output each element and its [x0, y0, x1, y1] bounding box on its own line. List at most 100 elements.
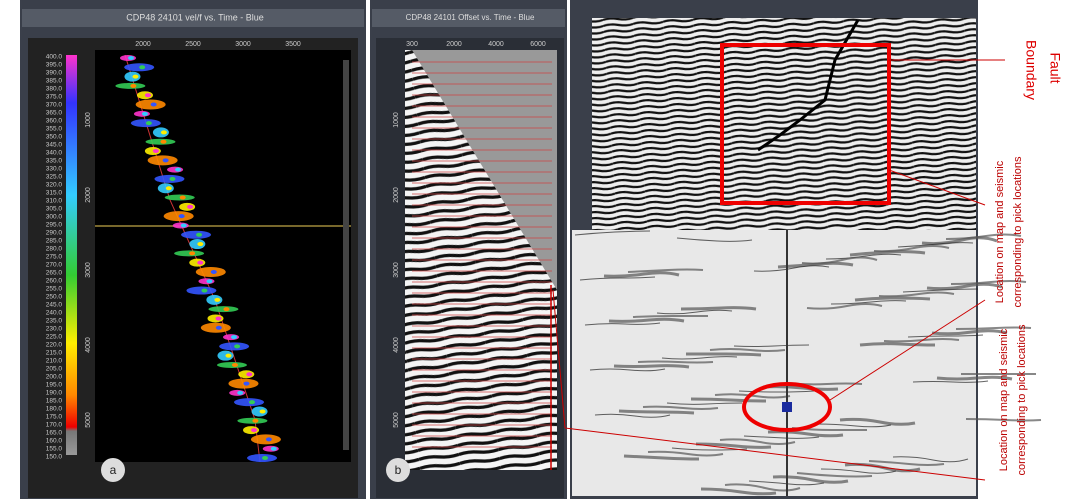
annotation-text: Boundary — [1023, 40, 1039, 100]
panel-label: b — [395, 463, 402, 477]
colorbar-label: 240.0 — [46, 310, 63, 317]
blob — [231, 335, 237, 339]
colorbar — [66, 55, 77, 455]
blob — [251, 428, 257, 432]
y-tick-label: 4000 — [85, 337, 92, 353]
blob — [180, 196, 186, 200]
y-tick-label: 5000 — [393, 412, 400, 428]
colorbar-label: 195.0 — [46, 382, 63, 389]
colorbar-label: 315.0 — [46, 190, 63, 197]
y-tick-label: 5000 — [85, 412, 92, 428]
blob — [271, 447, 277, 451]
colorbar-label: 160.0 — [46, 438, 63, 445]
fault-annotation: Boundary Fault — [1023, 40, 1063, 100]
blob — [128, 56, 134, 60]
blob — [132, 75, 138, 79]
colorbar-label: 270.0 — [46, 262, 63, 269]
colorbar-label: 185.0 — [46, 398, 63, 405]
blob — [216, 326, 222, 330]
blob — [243, 382, 249, 386]
panel-b-title: CDP48 24101 Offset vs. Time - Blue — [406, 13, 535, 22]
colorbar-label: 225.0 — [46, 334, 63, 341]
y-tick-label: 3000 — [393, 262, 400, 278]
blob — [189, 251, 195, 255]
blob — [215, 316, 221, 320]
blob — [175, 168, 181, 172]
blob — [163, 158, 169, 162]
colorbar-label: 300.0 — [46, 214, 63, 221]
blob — [197, 242, 203, 246]
y-tick-label: 1000 — [85, 112, 92, 128]
figure: CDP48 24101 vel/f vs. Time - Blue a CDP4… — [0, 0, 1078, 499]
colorbar-label: 205.0 — [46, 366, 63, 373]
colorbar-label: 215.0 — [46, 350, 63, 357]
blob — [145, 93, 151, 97]
x-tick-label: 3500 — [285, 41, 301, 48]
blob — [223, 307, 229, 311]
texture-stroke — [860, 344, 935, 345]
blob — [262, 456, 268, 460]
blob — [206, 279, 212, 283]
colorbar-label: 325.0 — [46, 174, 63, 181]
colorbar-label: 230.0 — [46, 326, 63, 333]
annotation-text: corresponding to pick locations — [1016, 324, 1028, 476]
blob — [161, 130, 167, 134]
colorbar-label: 295.0 — [46, 222, 63, 229]
blob — [196, 233, 202, 237]
annotation-text: Location on map and seismic — [998, 328, 1010, 471]
annotation-text: Fault — [1047, 52, 1063, 83]
colorbar-label: 200.0 — [46, 374, 63, 381]
texture-stroke — [614, 366, 689, 367]
blob — [130, 84, 136, 88]
blob — [142, 112, 148, 116]
colorbar-label: 305.0 — [46, 206, 63, 213]
blob — [187, 205, 193, 209]
colorbar-label: 190.0 — [46, 390, 63, 397]
colorbar-label: 320.0 — [46, 182, 63, 189]
colorbar-label: 265.0 — [46, 270, 63, 277]
blob — [252, 419, 258, 423]
panel-label: a — [110, 463, 117, 477]
colorbar-label: 385.0 — [46, 78, 63, 85]
blob — [166, 186, 172, 190]
colorbar-label: 395.0 — [46, 62, 63, 69]
texture-stroke — [686, 354, 761, 355]
x-tick-label: 300 — [406, 41, 418, 48]
location-annotation: Location on map and seismic correspondin… — [994, 156, 1028, 476]
colorbar-label: 380.0 — [46, 86, 63, 93]
colorbar-label: 355.0 — [46, 126, 63, 133]
blob — [246, 372, 252, 376]
blob — [249, 400, 255, 404]
texture-stroke — [638, 362, 713, 363]
blob — [179, 214, 185, 218]
annotation-text: Location on map and seismic — [994, 160, 1006, 303]
colorbar-label: 155.0 — [46, 446, 63, 453]
colorbar-label: 375.0 — [46, 94, 63, 101]
blob — [260, 409, 266, 413]
blob — [201, 289, 207, 293]
colorbar-label: 350.0 — [46, 134, 63, 141]
y-tick-label: 3000 — [85, 262, 92, 278]
y-tick-label: 2000 — [393, 187, 400, 203]
colorbar-label: 285.0 — [46, 238, 63, 245]
blob — [237, 391, 243, 395]
colorbar-label: 335.0 — [46, 158, 63, 165]
blob — [151, 103, 157, 107]
colorbar-label: 360.0 — [46, 118, 63, 125]
colorbar-label: 255.0 — [46, 286, 63, 293]
colorbar-label: 180.0 — [46, 406, 63, 413]
blob — [266, 437, 272, 441]
panel-a-plot — [95, 50, 351, 462]
blob — [211, 270, 217, 274]
colorbar-label: 340.0 — [46, 150, 63, 157]
blob — [234, 344, 240, 348]
texture-stroke — [619, 411, 694, 413]
blob — [169, 177, 175, 181]
colorbar-label: 260.0 — [46, 278, 63, 285]
colorbar-label: 245.0 — [46, 302, 63, 309]
blob — [232, 363, 238, 367]
location-marker — [782, 402, 792, 412]
colorbar-label: 310.0 — [46, 198, 63, 205]
texture-stroke — [681, 308, 756, 309]
colorbar-label: 290.0 — [46, 230, 63, 237]
